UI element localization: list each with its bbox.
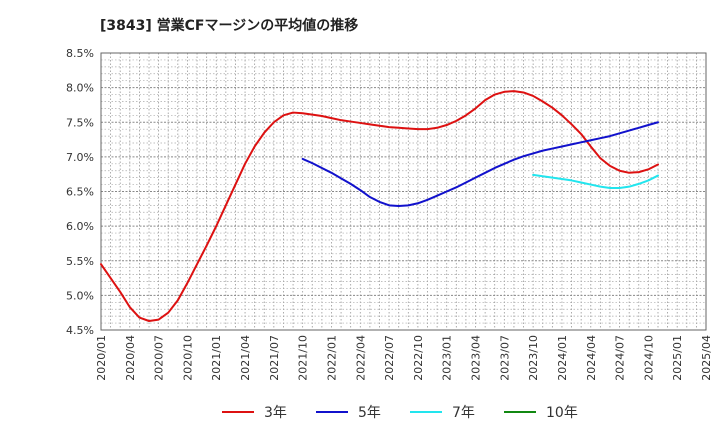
x-tick-label: 2020/04 [124, 335, 137, 381]
x-tick-label: 2024/07 [614, 335, 627, 381]
y-tick-label: 7.5% [66, 116, 94, 129]
y-tick-label: 4.5% [66, 324, 94, 337]
x-tick-label: 2024/01 [556, 335, 569, 381]
series-line-5年 [301, 121, 659, 208]
x-tick-label: 2023/01 [441, 335, 454, 381]
series-lines [100, 90, 659, 322]
y-tick-label: 8.0% [66, 82, 94, 95]
legend-label: 10年 [546, 405, 578, 421]
x-tick-label: 2023/04 [470, 335, 483, 381]
chart-title: [3843] 営業CFマージンの平均値の推移 [100, 17, 358, 34]
x-tick-label: 2020/07 [153, 335, 166, 381]
x-tick-label: 2023/10 [527, 335, 540, 381]
legend: 3年 5年 7年 10年 [222, 405, 578, 421]
series-line-7年 [532, 173, 659, 190]
plot-frame [100, 52, 707, 331]
x-tick-label: 2023/07 [498, 335, 511, 381]
legend-label: 7年 [452, 405, 475, 421]
x-tick-label: 2020/01 [95, 335, 108, 381]
grid [100, 52, 707, 331]
axes: 8.5%8.0%7.5%7.0%6.5%6.0%5.5%5.0%4.5%2020… [66, 47, 713, 381]
y-tick-label: 5.5% [66, 255, 94, 268]
y-tick-label: 7.0% [66, 151, 94, 164]
x-tick-label: 2024/10 [642, 335, 655, 381]
y-tick-label: 5.0% [66, 289, 94, 302]
x-tick-label: 2021/01 [210, 335, 223, 381]
x-tick-label: 2022/04 [354, 335, 367, 381]
x-tick-label: 2022/01 [325, 335, 338, 381]
y-tick-label: 6.0% [66, 220, 94, 233]
x-tick-label: 2022/07 [383, 335, 396, 381]
series-line-3年 [100, 90, 659, 322]
x-tick-label: 2022/10 [412, 335, 425, 381]
x-tick-label: 2020/10 [181, 335, 194, 381]
x-tick-label: 2021/04 [239, 335, 252, 381]
x-tick-label: 2024/04 [585, 335, 598, 381]
x-tick-label: 2021/07 [268, 335, 281, 381]
y-tick-label: 8.5% [66, 47, 94, 60]
y-tick-label: 6.5% [66, 186, 94, 199]
x-tick-label: 2025/01 [671, 335, 684, 381]
x-tick-label: 2021/10 [297, 335, 310, 381]
x-tick-label: 2025/04 [700, 335, 713, 381]
legend-label: 3年 [264, 405, 287, 421]
legend-label: 5年 [358, 405, 381, 421]
